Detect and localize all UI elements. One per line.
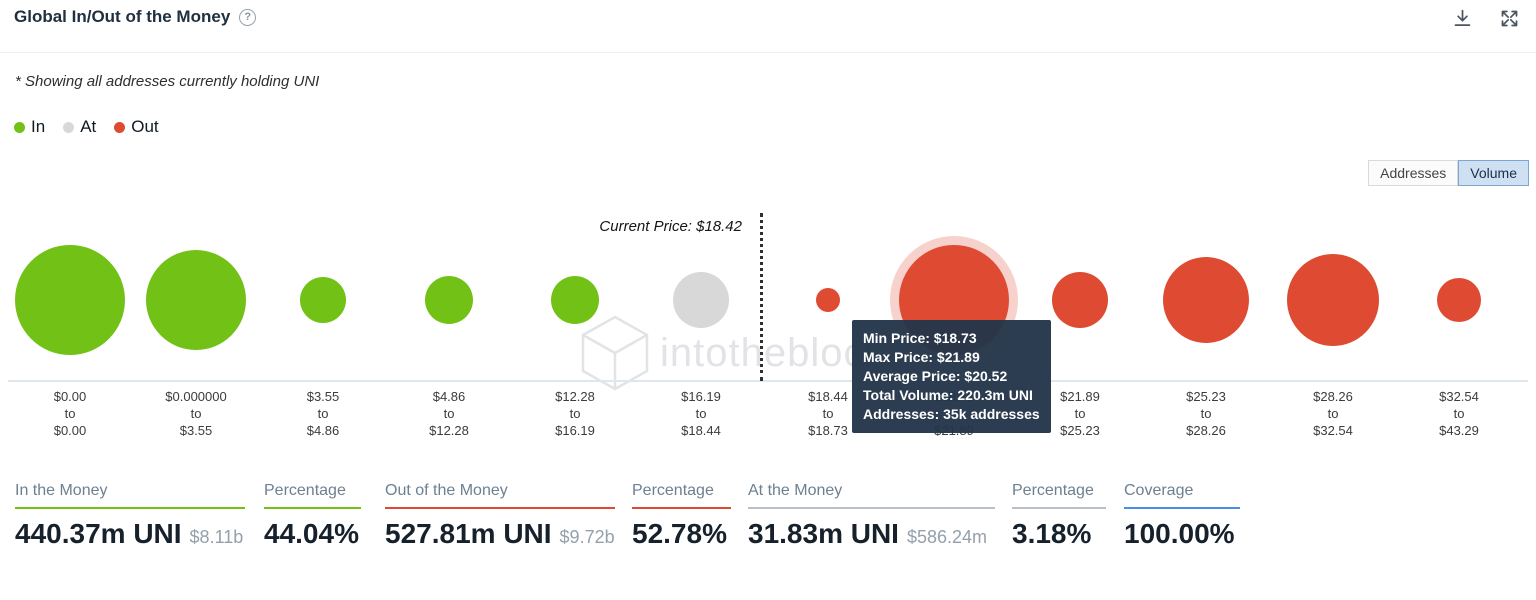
tooltip-line: Addresses: 35k addresses <box>863 406 1040 422</box>
fullscreen-icon[interactable] <box>1499 8 1520 29</box>
x-axis-line <box>8 380 1528 382</box>
legend-dot-out <box>114 121 126 133</box>
x-label-16-19-to-18-44: $16.19 to $18.44 <box>681 389 721 438</box>
stat-value: 100.00% <box>1124 518 1235 549</box>
stat-underline <box>264 507 361 509</box>
stat-percentage-3: Percentage 52.78% <box>632 482 731 550</box>
current-price-divider-line <box>760 213 763 381</box>
bubble-32-54-to-43-29[interactable] <box>1437 278 1481 322</box>
stat-label: Coverage <box>1124 482 1194 499</box>
bubble-21-89-to-25-23[interactable] <box>1052 272 1108 328</box>
x-label-0-00-to-0-00: $0.00 to $0.00 <box>53 389 87 438</box>
stat-value: 52.78% <box>632 518 727 549</box>
stat-label: Percentage <box>632 482 714 499</box>
x-label-0-000000-to-3-55: $0.000000 to $3.55 <box>165 389 227 438</box>
bubble-4-86-to-12-28[interactable] <box>425 276 473 324</box>
stat-sub-value: $586.24m <box>906 527 988 547</box>
stat-percentage-1: Percentage 44.04% <box>264 482 361 550</box>
widget-header: Global In/Out of the Money ? <box>14 7 257 27</box>
bubble-12-28-to-16-19[interactable] <box>551 276 599 324</box>
stat-underline <box>385 507 615 509</box>
legend-item-in[interactable]: In <box>14 117 45 137</box>
bubble-25-23-to-28-26[interactable] <box>1163 257 1249 343</box>
stat-value: 440.37m UNI $8.11b <box>15 518 244 549</box>
legend-label: In <box>31 117 46 136</box>
x-label-21-89-to-25-23: $21.89 to $25.23 <box>1060 389 1100 438</box>
toggle-addresses[interactable]: Addresses <box>1368 160 1459 186</box>
stat-at-the-money: At the Money 31.83m UNI $586.24m <box>748 482 995 550</box>
bubble-18-44-to-18-73[interactable] <box>816 288 840 312</box>
stat-in-the-money: In the Money 440.37m UNI $8.11b <box>15 482 245 550</box>
watermark-text: intotheblock <box>660 331 886 375</box>
intotheblock-watermark: intotheblock <box>578 314 885 392</box>
stat-sub-value: $8.11b <box>189 527 244 547</box>
x-label-18-44-to-18-73: $18.44 to $18.73 <box>808 389 848 438</box>
stat-value: 3.18% <box>1012 518 1092 549</box>
intotheblock-logo-icon <box>581 315 649 391</box>
current-price-label: Current Price: $18.42 <box>599 218 742 235</box>
stat-underline <box>1012 507 1106 509</box>
stat-sub-value: $9.72b <box>559 527 615 547</box>
stat-label: In the Money <box>15 482 108 499</box>
subtitle-note: * Showing all addresses currently holdin… <box>15 73 320 90</box>
x-label-25-23-to-28-26: $25.23 to $28.26 <box>1186 389 1226 438</box>
tooltip-line: Max Price: $21.89 <box>863 349 980 365</box>
legend-dot-in <box>14 121 25 133</box>
stat-underline <box>632 507 731 509</box>
x-label-3-55-to-4-86: $3.55 to $4.86 <box>306 389 340 438</box>
stat-out-of-the-money: Out of the Money 527.81m UNI $9.72b <box>385 482 615 550</box>
legend-dot-at <box>63 121 75 133</box>
tooltip-line: Average Price: $20.52 <box>863 368 1008 384</box>
x-label-28-26-to-32-54: $28.26 to $32.54 <box>1313 389 1353 438</box>
bubble-28-26-to-32-54[interactable] <box>1287 254 1379 346</box>
legend-item-out[interactable]: Out <box>114 117 159 137</box>
download-icon[interactable] <box>1452 8 1473 29</box>
x-label-4-86-to-12-28: $4.86 to $12.28 <box>429 389 469 438</box>
legend-item-at[interactable]: At <box>63 117 96 137</box>
page-title: Global In/Out of the Money <box>14 7 231 26</box>
bubble-0-000000-to-3-55[interactable] <box>146 250 246 350</box>
header-divider <box>0 52 1536 53</box>
header-actions <box>1452 8 1520 29</box>
legend-label: At <box>80 117 97 136</box>
tooltip-line: Total Volume: 220.3m UNI <box>863 387 1033 403</box>
bubble-tooltip: Min Price: $18.73 Max Price: $21.89 Averag… <box>852 320 1051 433</box>
x-label-12-28-to-16-19: $12.28 to $16.19 <box>555 389 595 438</box>
x-label-32-54-to-43-29: $32.54 to $43.29 <box>1439 389 1479 438</box>
stat-coverage: Coverage 100.00% <box>1124 482 1240 550</box>
stat-label: At the Money <box>748 482 843 499</box>
stat-underline <box>1124 507 1240 509</box>
stat-value: 44.04% <box>264 518 359 549</box>
help-icon[interactable]: ? <box>239 8 257 26</box>
toggle-volume[interactable]: Volume <box>1458 160 1529 186</box>
stat-percentage-5: Percentage 3.18% <box>1012 482 1106 550</box>
legend: In At Out <box>14 117 159 137</box>
bubble-3-55-to-4-86[interactable] <box>300 277 346 323</box>
bubble-0-00-to-0-00[interactable] <box>15 245 125 355</box>
stat-underline <box>15 507 245 509</box>
stat-label: Out of the Money <box>385 482 508 499</box>
stat-value: 527.81m UNI $9.72b <box>385 518 615 549</box>
stat-label: Percentage <box>1012 482 1094 499</box>
tooltip-line: Min Price: $18.73 <box>863 330 977 346</box>
stat-underline <box>748 507 995 509</box>
stat-label: Percentage <box>264 482 346 499</box>
stat-value: 31.83m UNI $586.24m <box>748 518 988 549</box>
legend-label: Out <box>131 117 159 136</box>
bubble-16-19-to-18-44[interactable] <box>673 272 729 328</box>
view-toggle: Addresses Volume <box>1368 160 1529 186</box>
